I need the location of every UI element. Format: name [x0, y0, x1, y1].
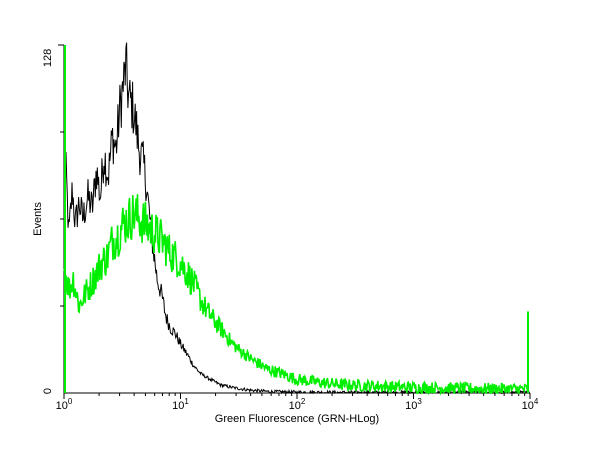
series-layer: [63, 42, 530, 396]
y-tick-label-zero: 0: [42, 388, 54, 394]
x-tick-label: 101: [172, 397, 189, 412]
x-tick-label: 103: [405, 397, 422, 412]
x-tick-label: 102: [289, 397, 306, 412]
x-tick-label: 100: [56, 397, 73, 412]
x-axis-tick-labels: 100 101 102 103 104: [56, 397, 539, 412]
x-axis-ticks: [63, 393, 531, 399]
series-line-black: [63, 42, 530, 395]
x-axis-label: Green Fluorescence (GRN-HLog): [215, 413, 379, 425]
y-axis-label: Events: [32, 202, 44, 236]
y-axis-tick-labels: 128 0: [42, 49, 54, 394]
x-tick-label: 104: [522, 397, 539, 412]
y-tick-label-max: 128: [42, 49, 54, 67]
series-line-green: [63, 194, 529, 396]
